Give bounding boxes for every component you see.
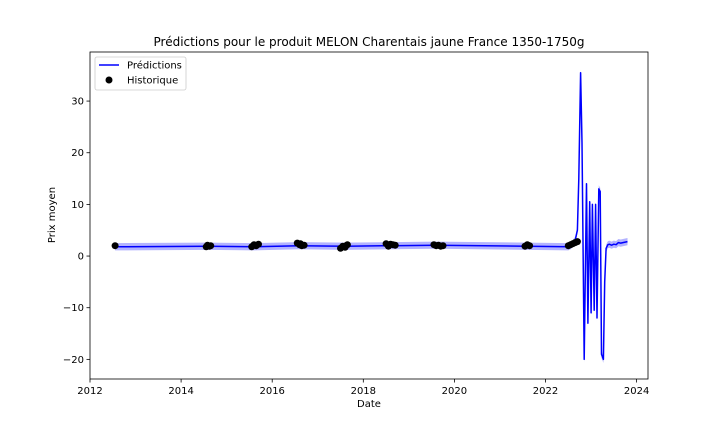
historique-point — [343, 241, 351, 249]
x-tick-label: 2012 — [77, 386, 102, 397]
historique-point — [391, 241, 399, 249]
x-tick-label: 2022 — [533, 386, 558, 397]
y-tick-label: −10 — [63, 303, 84, 314]
historique-point — [111, 242, 119, 250]
historique-point — [207, 242, 215, 250]
plot-area — [111, 69, 628, 363]
y-tick-label: −20 — [63, 355, 84, 366]
historique-point — [255, 240, 262, 248]
x-tick-label: 2020 — [442, 386, 467, 397]
chart-title: Prédictions pour le produit MELON Charen… — [154, 35, 585, 49]
legend-historique-swatch — [105, 76, 113, 84]
x-axis-title: Date — [357, 399, 381, 410]
x-tick-label: 2016 — [259, 386, 284, 397]
historique-point — [300, 241, 308, 249]
legend: Prédictions Historique — [94, 56, 187, 91]
y-axis: −20 −10 0 10 20 30 — [63, 97, 90, 366]
predictions-line — [115, 71, 628, 361]
y-tick-label: 30 — [71, 97, 84, 108]
y-tick-label: 20 — [71, 148, 84, 159]
y-tick-label: 10 — [71, 200, 84, 211]
legend-historique-label: Historique — [127, 76, 178, 87]
y-tick-label: 0 — [78, 252, 84, 263]
legend-predictions-label: Prédictions — [127, 60, 182, 72]
historique-point — [526, 242, 534, 250]
historique-point — [573, 238, 581, 246]
x-tick-label: 2014 — [168, 386, 193, 397]
x-tick-label: 2024 — [624, 386, 649, 397]
historique-point — [439, 242, 447, 250]
x-tick-label: 2018 — [351, 386, 376, 397]
historique-points — [111, 238, 581, 252]
x-axis: 2012 2014 2016 2018 2020 2022 2024 — [77, 379, 649, 397]
y-axis-title: Prix moyen — [47, 187, 58, 243]
plot-frame — [89, 51, 649, 380]
